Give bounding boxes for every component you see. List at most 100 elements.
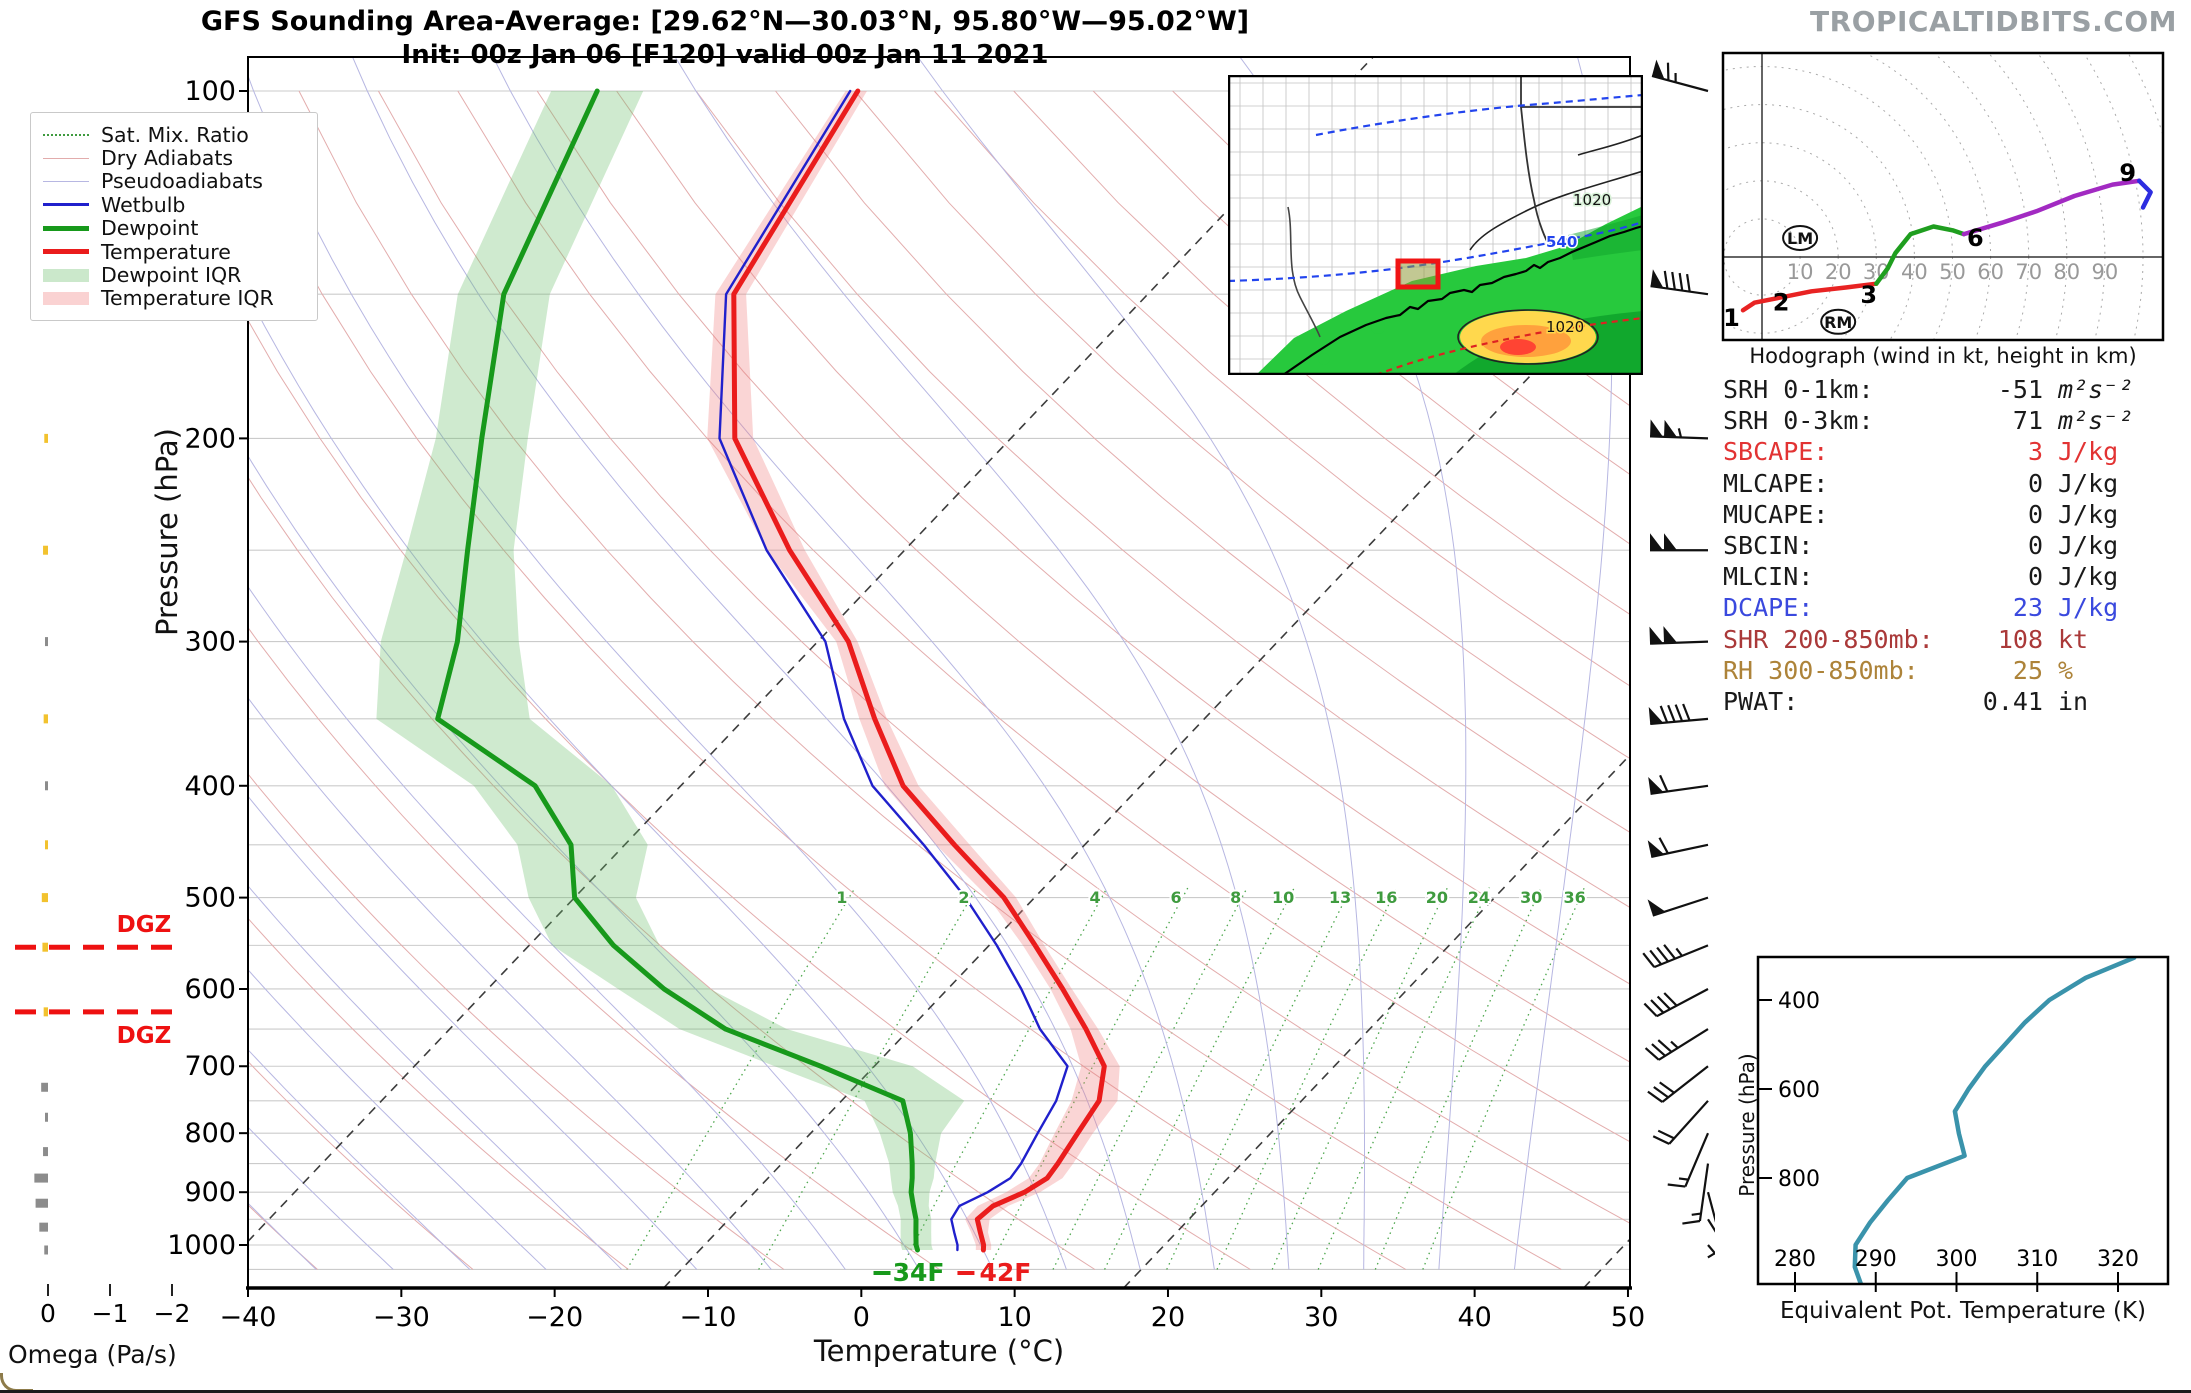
page-title: GFS Sounding Area-Average: [29.62°N—30.0… — [200, 6, 1250, 37]
stat-unit: J/kg — [2058, 437, 2119, 467]
svg-text:34F: 34F — [893, 1258, 945, 1287]
svg-text:800: 800 — [1778, 1167, 1820, 1192]
svg-text:290: 290 — [1855, 1247, 1897, 1272]
thetae-y-axis-label: Pressure (hPa) — [1735, 1053, 1759, 1197]
stat-label: PWAT: — [1723, 687, 1799, 717]
svg-text:70: 70 — [2015, 260, 2042, 284]
stat-value: 3 — [2027, 437, 2043, 467]
map-inset: 540 1020 1020 — [1228, 75, 1643, 375]
svg-text:600: 600 — [1778, 1078, 1820, 1103]
stat-unit: J/kg — [2058, 593, 2119, 623]
stat-row-rh-300-850mb-: RH 300-850mb: 25% — [1723, 655, 2163, 686]
thetae-border — [1756, 955, 2170, 1286]
stat-value: 108 — [1997, 624, 2043, 654]
temperature-tick-labels: −40 −30 −20 −10 0 10 20 30 40 50 — [220, 1288, 1645, 1333]
legend-box: Sat. Mix. Ratio Dry Adiabats Pseudoadiabat… — [30, 112, 318, 322]
svg-text:80: 80 — [2053, 260, 2080, 284]
stat-row-dcape-: DCAPE: 23 J/kg — [1723, 592, 2163, 623]
site-watermark: TROPICALTIDBITS.COM — [1810, 5, 2177, 38]
stat-unit: m²s⁻² — [2058, 406, 2134, 436]
skewt-y-axis-label: Pressure (hPa) — [150, 428, 184, 637]
stat-row-srh-0-3km-: SRH 0-3km: 71 m²s⁻² — [1723, 405, 2163, 436]
stat-value: 0.41 — [1982, 687, 2043, 717]
hodograph-trace-6-9km — [1961, 178, 2142, 237]
thickness-line-red — [1375, 316, 1643, 375]
hodograph-trace-9-12km — [2136, 178, 2153, 210]
legend-swatch — [43, 291, 89, 305]
legend-swatch — [43, 268, 89, 282]
stat-unit: J/kg — [2058, 499, 2119, 529]
svg-text:500: 500 — [184, 883, 236, 914]
stat-row-mlcin-: MLCIN: 0 J/kg — [1723, 561, 2163, 592]
stat-label: SRH 0-3km: — [1723, 406, 1874, 436]
svg-text:−30: −30 — [373, 1302, 430, 1333]
wind-barbs — [1642, 59, 1715, 1259]
svg-text:24: 24 — [1468, 888, 1490, 907]
svg-text:30: 30 — [1520, 888, 1542, 907]
thetae-background — [1758, 957, 2168, 1284]
svg-text:1: 1 — [836, 888, 847, 907]
svg-text:2: 2 — [958, 888, 969, 907]
dewpoint-iqr-band — [376, 91, 965, 1250]
state-border — [1520, 77, 1643, 248]
legend-swatch — [43, 249, 89, 255]
svg-text:−1: −1 — [92, 1299, 129, 1328]
wetbulb-curve — [718, 89, 1069, 1252]
svg-text:900: 900 — [184, 1177, 236, 1208]
stat-row-mlcape-: MLCAPE: 0 J/kg — [1723, 468, 2163, 499]
stat-unit: in — [2058, 687, 2089, 717]
mixing-ratio-lines — [626, 887, 1585, 1270]
legend-item-5: Temperature — [43, 240, 305, 264]
legend-item-7: Temperature IQR — [43, 286, 305, 311]
svg-text:50: 50 — [1611, 1302, 1645, 1333]
legend-item-3: Wetbulb — [43, 192, 305, 217]
stat-value: 0 — [2027, 468, 2043, 498]
svg-text:−40: −40 — [220, 1302, 277, 1333]
svg-text:90: 90 — [2092, 260, 2119, 284]
legend-label: Temperature IQR — [101, 286, 274, 311]
stat-row-srh-0-1km-: SRH 0-1km: -51 m²s⁻² — [1723, 374, 2163, 405]
svg-text:1: 1 — [1723, 304, 1740, 332]
svg-text:LM: LM — [1787, 229, 1813, 248]
svg-text:−20: −20 — [526, 1302, 583, 1333]
river-line — [1287, 206, 1321, 338]
thetae-x-axis-label: Equivalent Pot. Temperature (K) — [1779, 1298, 2147, 1324]
stat-row-shr-200-850mb-: SHR 200-850mb: 108 kt — [1723, 624, 2163, 655]
svg-text:2: 2 — [1773, 289, 1790, 317]
dry-adiabats — [249, 90, 1629, 1270]
svg-text:400: 400 — [1778, 989, 1820, 1014]
legend-label: Wetbulb — [101, 192, 186, 217]
legend-label: Dewpoint IQR — [101, 263, 242, 288]
svg-text:DGZ: DGZ — [117, 912, 172, 938]
stat-value: 0 — [2027, 499, 2043, 529]
svg-text:40: 40 — [1457, 1302, 1491, 1333]
svg-text:RM: RM — [1824, 313, 1852, 332]
dgz-markers: DGZ DGZ — [15, 912, 172, 1049]
hodograph-border — [1721, 51, 2165, 342]
legend-swatch — [43, 225, 89, 231]
stat-value: 71 — [2012, 406, 2043, 436]
stat-label: SBCIN: — [1723, 531, 1814, 561]
svg-text:4: 4 — [1089, 888, 1100, 907]
svg-text:60: 60 — [1977, 260, 2004, 284]
legend-swatch — [43, 133, 89, 136]
svg-text:800: 800 — [184, 1118, 236, 1149]
temperature-curve — [731, 88, 1107, 1253]
mover-RM — [1820, 308, 1857, 335]
precip-patch — [1371, 320, 1385, 334]
stat-value: 0 — [2027, 562, 2043, 592]
isobar-contour — [1457, 309, 1599, 365]
svg-text:6: 6 — [1171, 888, 1182, 907]
isobar-contour — [1577, 134, 1643, 156]
page-subtitle: Init: 00z Jan 06 [F120] valid 00z Jan 11… — [401, 40, 1049, 70]
stat-label: RH 300-850mb: — [1723, 655, 1919, 685]
stat-value: 23 — [2012, 593, 2043, 623]
legend-label: Dry Adiabats — [101, 146, 234, 171]
omega-axis-label: Omega (Pa/s) — [8, 1340, 177, 1369]
legend-label: Sat. Mix. Ratio — [101, 122, 249, 147]
coastline — [1282, 224, 1643, 375]
stat-label: MLCIN: — [1723, 562, 1814, 592]
legend-item-4: Dewpoint — [43, 216, 305, 240]
svg-text:36: 36 — [1563, 888, 1585, 907]
